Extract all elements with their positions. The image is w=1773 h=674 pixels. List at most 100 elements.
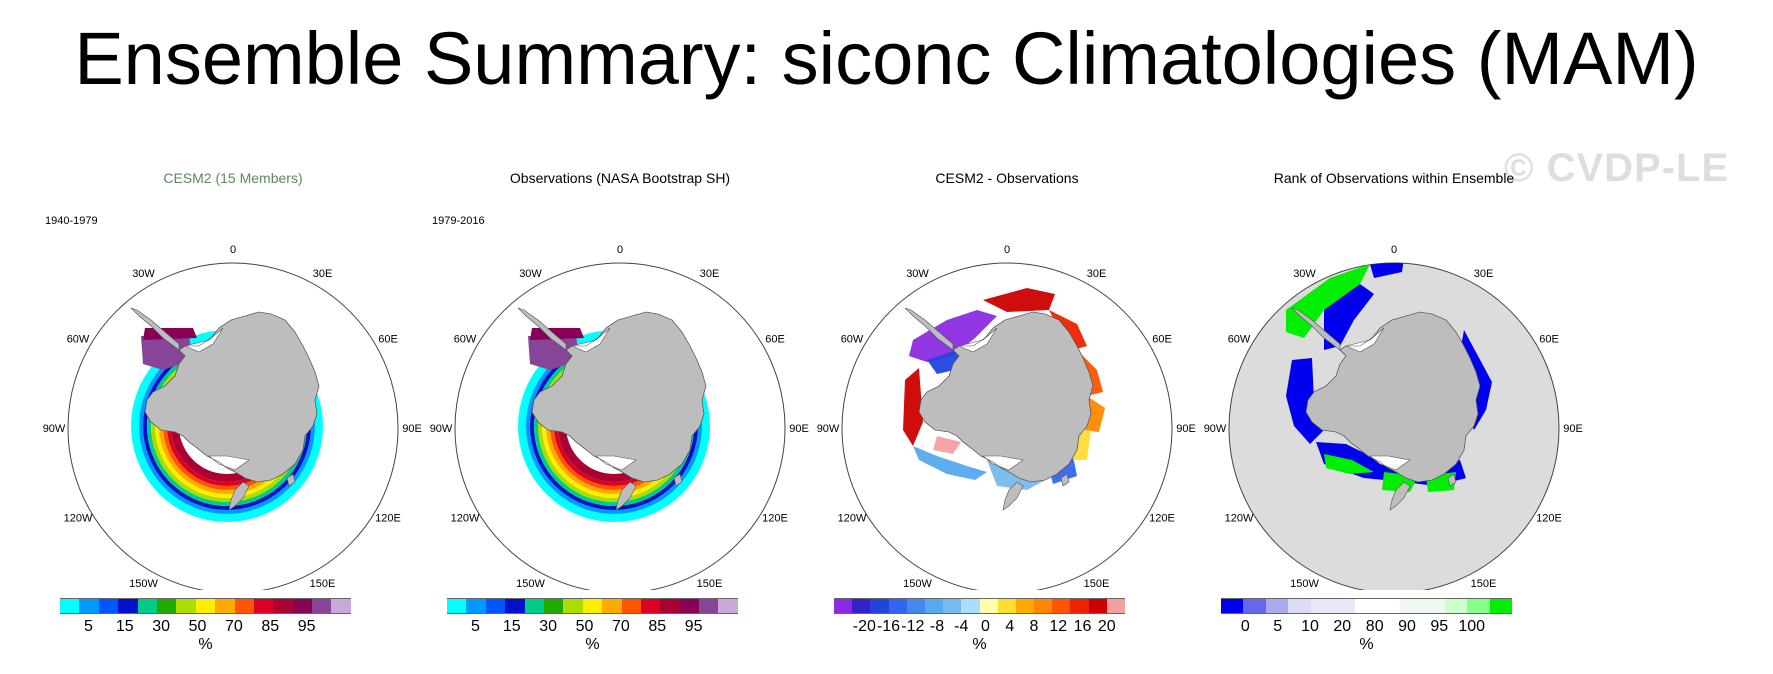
panel-difference: CESM2 - Observations 0 30E 60E 90E 120E 150E 1…	[787, 160, 1227, 660]
colorbar-cell	[176, 598, 196, 614]
lon-label: 150E	[1471, 578, 1497, 590]
lon-label: 150W	[903, 578, 932, 590]
lon-label: 0	[1004, 244, 1010, 256]
colorbar-cell	[543, 598, 564, 614]
lon-label: 30W	[906, 268, 929, 280]
colorbar-tick-label: 5	[470, 618, 480, 635]
panel-title: CESM2 - Observations	[935, 170, 1079, 186]
lon-label: 120W	[451, 513, 480, 525]
colorbar-tick-label: 85	[261, 618, 280, 635]
colorbar-cell	[834, 598, 853, 614]
colorbar-tick-label: 15	[115, 618, 134, 635]
colorbar-cell	[961, 598, 980, 614]
colorbar-tick-label: 0	[981, 618, 990, 635]
colorbar-cell	[60, 598, 80, 614]
colorbar-cell	[1034, 598, 1053, 614]
lon-label: 150W	[516, 578, 545, 590]
colorbar-tick-label: 20	[1333, 618, 1352, 635]
colorbar-cell	[1444, 598, 1468, 614]
colorbar-cell	[1489, 598, 1512, 614]
land-masses	[455, 271, 707, 511]
colorbar-cell	[466, 598, 486, 614]
lon-label: 60E	[765, 334, 785, 346]
colorbar-cell	[1310, 598, 1333, 614]
panel-rank: Rank of Observations within Ensemble 0 30…	[1174, 160, 1614, 660]
colorbar-cell	[906, 598, 925, 614]
colorbar-tick-label: 16	[1073, 618, 1092, 635]
colorbar-tick-label: -4	[954, 618, 969, 635]
colorbar-cell	[253, 598, 274, 614]
lon-label: 150E	[310, 578, 336, 590]
colorbar-cell	[979, 598, 998, 614]
colorbar-cell	[563, 598, 583, 614]
land-masses	[842, 271, 1094, 511]
lon-label: 60W	[67, 334, 90, 346]
colorbar-cell	[485, 598, 506, 614]
colorbar-tick-label: 12	[1049, 618, 1068, 635]
colorbar-cell	[234, 598, 254, 614]
colorbar	[834, 598, 1125, 614]
main-title: Ensemble Summary: siconc Climatologies (…	[74, 17, 1699, 100]
weddell-ice	[528, 336, 580, 370]
colorbar-cell	[447, 598, 467, 614]
land-masses	[68, 271, 320, 511]
colorbar-unit: %	[972, 636, 987, 653]
colorbar-tick-label: 95	[297, 618, 316, 635]
colorbar-cell	[98, 598, 119, 614]
lon-label: 150W	[1290, 578, 1319, 590]
lon-label: 60W	[454, 334, 477, 346]
colorbar-cell	[1221, 598, 1244, 614]
colorbar-cell	[312, 598, 332, 614]
colorbar-cell	[1332, 598, 1356, 614]
lon-label: 120E	[1536, 513, 1562, 525]
colorbar-cell	[1288, 598, 1311, 614]
lon-label: 120W	[838, 513, 867, 525]
colorbar-cell	[331, 598, 351, 614]
colorbar-cell	[888, 598, 907, 614]
lon-label: 90W	[817, 423, 840, 435]
colorbar-tick-label: 50	[575, 618, 594, 635]
lon-label: 120W	[64, 513, 93, 525]
period-label: 1940-1979	[45, 215, 98, 227]
colorbar-cell	[1015, 598, 1035, 614]
colorbar-cell	[273, 598, 293, 614]
colorbar-cell	[1106, 598, 1125, 614]
panel-observations: Observations (NASA Bootstrap SH) 1979-20…	[400, 160, 840, 660]
lon-label: 30W	[132, 268, 155, 280]
colorbar-tick-label: 95	[684, 618, 703, 635]
colorbar-tick-label: 5	[1273, 618, 1283, 635]
colorbar-cell	[156, 598, 177, 614]
colorbar-tick-label: 4	[1005, 618, 1015, 635]
lon-label: 90W	[430, 423, 453, 435]
colorbar-cell	[699, 598, 719, 614]
colorbar-cell	[852, 598, 871, 614]
colorbar-cell	[602, 598, 622, 614]
lon-label: 120E	[375, 513, 401, 525]
colorbar-tick-label: -16	[876, 618, 901, 635]
lon-label: 150E	[1084, 578, 1110, 590]
colorbar-tick-label: 85	[648, 618, 667, 635]
panel-title: Rank of Observations within Ensemble	[1273, 170, 1515, 186]
colorbar-cell	[997, 598, 1016, 614]
colorbar-cell	[118, 598, 138, 614]
colorbar-cell	[1243, 598, 1266, 614]
period-label: 1979-2016	[432, 215, 485, 227]
lon-label: 30W	[1293, 268, 1316, 280]
colorbar-cell	[1422, 598, 1445, 614]
colorbar-cell	[505, 598, 525, 614]
panel-title: CESM2 (15 Members)	[163, 170, 303, 186]
colorbar-unit: %	[585, 636, 600, 653]
colorbar-tick-label: 30	[539, 618, 557, 635]
colorbar-cell	[1400, 598, 1423, 614]
lon-label: 30E	[700, 268, 720, 280]
colorbar-cell	[640, 598, 661, 614]
lon-label: 60E	[1152, 334, 1172, 346]
polar-map: 030E60E90E120E150E180150W120W90W60W30W	[43, 244, 422, 590]
sea-ice-field	[903, 288, 1105, 490]
colorbar-tick-label: 0	[1240, 618, 1250, 635]
colorbar-unit: %	[1359, 636, 1374, 653]
lon-label: 150E	[697, 578, 723, 590]
colorbar-tick-label: 20	[1097, 618, 1116, 635]
colorbar-cell	[718, 598, 738, 614]
colorbar-tick-label: -20	[852, 618, 876, 635]
